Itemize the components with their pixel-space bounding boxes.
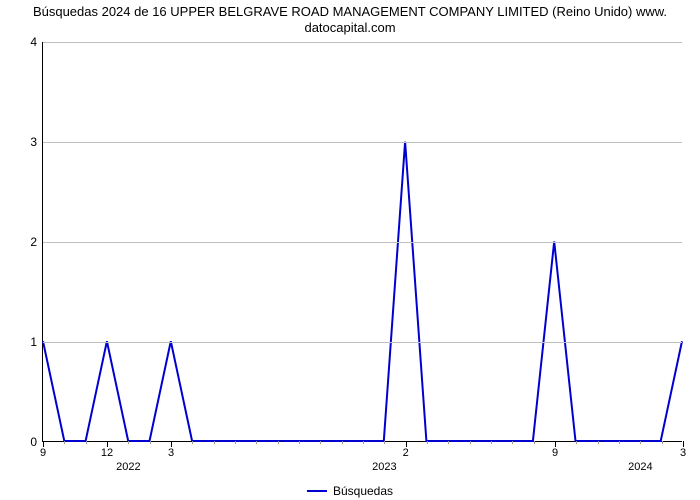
x-minor-tick bbox=[662, 441, 663, 444]
x-minor-tick bbox=[363, 441, 364, 444]
x-year-label: 2024 bbox=[628, 441, 652, 473]
x-minor-tick bbox=[619, 441, 620, 444]
y-tick-label: 3 bbox=[30, 135, 43, 149]
x-minor-tick bbox=[64, 441, 65, 444]
x-minor-tick bbox=[214, 441, 215, 444]
x-minor-tick bbox=[192, 441, 193, 444]
x-tick-label: 9 bbox=[552, 441, 558, 459]
gridline bbox=[43, 42, 682, 43]
chart-container: Búsquedas 2024 de 16 UPPER BELGRAVE ROAD… bbox=[0, 0, 700, 500]
x-tick-label: 2 bbox=[403, 441, 409, 459]
x-tick-label: 3 bbox=[680, 441, 686, 459]
x-minor-tick bbox=[598, 441, 599, 444]
x-minor-tick bbox=[448, 441, 449, 444]
x-minor-tick bbox=[512, 441, 513, 444]
x-tick-label: 9 bbox=[40, 441, 46, 459]
x-minor-tick bbox=[427, 441, 428, 444]
x-minor-tick bbox=[256, 441, 257, 444]
gridline bbox=[43, 342, 682, 343]
gridline bbox=[43, 242, 682, 243]
legend: Búsquedas bbox=[307, 484, 393, 498]
x-year-label: 2022 bbox=[116, 441, 140, 473]
legend-swatch bbox=[307, 490, 327, 492]
x-minor-tick bbox=[86, 441, 87, 444]
x-minor-tick bbox=[150, 441, 151, 444]
legend-label: Búsquedas bbox=[333, 484, 393, 498]
chart-title-line2: datocapital.com bbox=[304, 20, 395, 35]
x-minor-tick bbox=[342, 441, 343, 444]
plot-area: 012349123293202220232024 bbox=[42, 42, 682, 442]
y-tick-label: 1 bbox=[30, 335, 43, 349]
chart-title: Búsquedas 2024 de 16 UPPER BELGRAVE ROAD… bbox=[0, 4, 700, 37]
series-path bbox=[43, 142, 682, 441]
x-minor-tick bbox=[320, 441, 321, 444]
x-minor-tick bbox=[235, 441, 236, 444]
x-minor-tick bbox=[534, 441, 535, 444]
gridline bbox=[43, 142, 682, 143]
x-minor-tick bbox=[278, 441, 279, 444]
x-minor-tick bbox=[576, 441, 577, 444]
x-minor-tick bbox=[491, 441, 492, 444]
x-minor-tick bbox=[470, 441, 471, 444]
x-minor-tick bbox=[299, 441, 300, 444]
y-tick-label: 4 bbox=[30, 35, 43, 49]
chart-title-line1: Búsquedas 2024 de 16 UPPER BELGRAVE ROAD… bbox=[33, 4, 667, 19]
x-tick-label: 12 bbox=[101, 441, 113, 459]
x-year-label: 2023 bbox=[372, 441, 396, 473]
y-tick-label: 2 bbox=[30, 235, 43, 249]
x-tick-label: 3 bbox=[168, 441, 174, 459]
